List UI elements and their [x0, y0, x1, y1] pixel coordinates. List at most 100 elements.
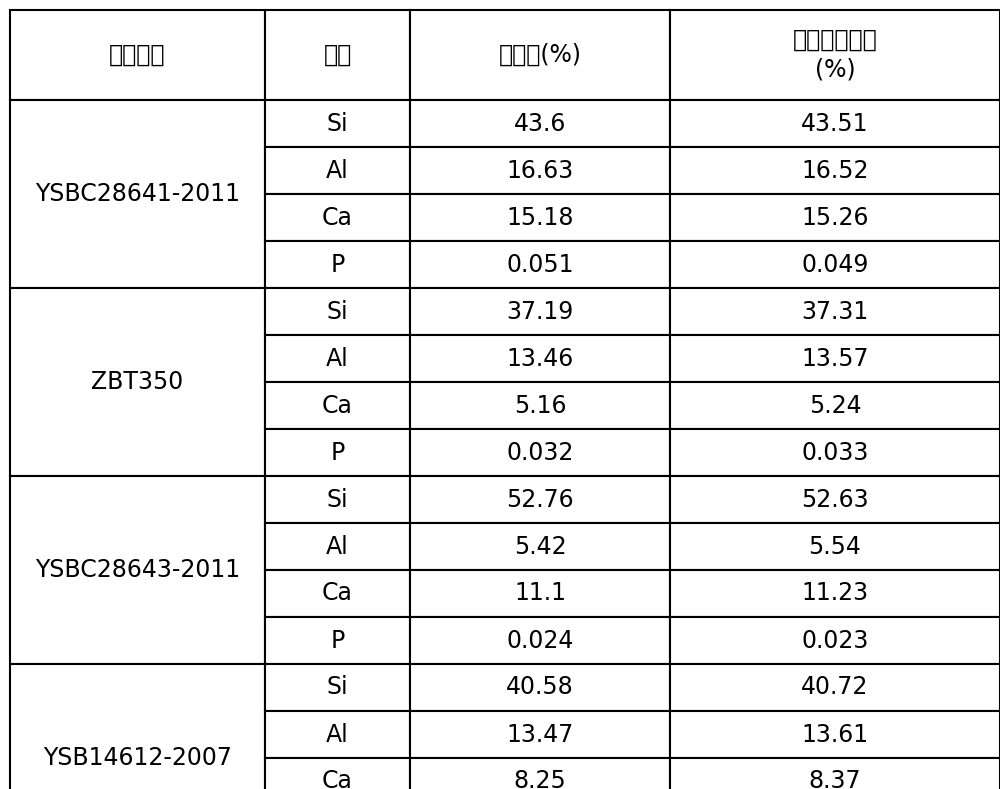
- Bar: [410, 570, 670, 617]
- Bar: [265, 664, 410, 711]
- Text: 37.31: 37.31: [801, 300, 869, 323]
- Bar: [265, 147, 410, 194]
- Bar: [670, 570, 1000, 617]
- Bar: [265, 288, 410, 335]
- Bar: [410, 194, 670, 241]
- Text: 8.25: 8.25: [514, 769, 566, 789]
- Text: 52.63: 52.63: [801, 488, 869, 511]
- Bar: [670, 429, 1000, 476]
- Text: 8.37: 8.37: [809, 769, 861, 789]
- Text: 40.72: 40.72: [801, 675, 869, 700]
- Bar: [10, 664, 265, 789]
- Bar: [265, 241, 410, 288]
- Text: 0.049: 0.049: [801, 252, 869, 276]
- Text: 0.024: 0.024: [506, 629, 574, 653]
- Text: 0.051: 0.051: [506, 252, 574, 276]
- Bar: [10, 100, 265, 288]
- Text: 16.52: 16.52: [801, 159, 869, 182]
- Bar: [410, 382, 670, 429]
- Text: 0.032: 0.032: [506, 440, 574, 465]
- Text: 40.58: 40.58: [506, 675, 574, 700]
- Text: Si: Si: [327, 300, 348, 323]
- Text: 16.63: 16.63: [506, 159, 574, 182]
- Text: 13.47: 13.47: [506, 723, 574, 746]
- Bar: [410, 664, 670, 711]
- Bar: [265, 570, 410, 617]
- Bar: [670, 288, 1000, 335]
- Text: 13.57: 13.57: [801, 346, 869, 371]
- Bar: [670, 241, 1000, 288]
- Bar: [410, 288, 670, 335]
- Text: YSB14612-2007: YSB14612-2007: [43, 746, 232, 770]
- Bar: [410, 10, 670, 100]
- Text: Si: Si: [327, 488, 348, 511]
- Bar: [670, 10, 1000, 100]
- Bar: [265, 711, 410, 758]
- Text: Ca: Ca: [322, 769, 353, 789]
- Text: 标准样品: 标准样品: [109, 43, 166, 67]
- Text: Al: Al: [326, 346, 349, 371]
- Bar: [410, 335, 670, 382]
- Text: 0.023: 0.023: [801, 629, 869, 653]
- Text: 5.24: 5.24: [809, 394, 861, 417]
- Text: 荧光法测定值
(%): 荧光法测定值 (%): [793, 28, 877, 82]
- Text: Al: Al: [326, 534, 349, 559]
- Text: Si: Si: [327, 111, 348, 136]
- Text: 元素: 元素: [323, 43, 352, 67]
- Text: 11.23: 11.23: [801, 581, 869, 605]
- Text: Ca: Ca: [322, 581, 353, 605]
- Bar: [265, 617, 410, 664]
- Text: 15.26: 15.26: [801, 205, 869, 230]
- Text: P: P: [330, 440, 345, 465]
- Bar: [265, 335, 410, 382]
- Bar: [410, 147, 670, 194]
- Bar: [265, 523, 410, 570]
- Text: 标准值(%): 标准值(%): [498, 43, 582, 67]
- Bar: [670, 617, 1000, 664]
- Bar: [410, 758, 670, 789]
- Text: Si: Si: [327, 675, 348, 700]
- Text: P: P: [330, 252, 345, 276]
- Bar: [670, 523, 1000, 570]
- Bar: [265, 382, 410, 429]
- Text: P: P: [330, 629, 345, 653]
- Bar: [265, 194, 410, 241]
- Bar: [410, 241, 670, 288]
- Bar: [670, 664, 1000, 711]
- Bar: [265, 10, 410, 100]
- Bar: [670, 382, 1000, 429]
- Text: ZBT350: ZBT350: [91, 370, 184, 394]
- Bar: [670, 711, 1000, 758]
- Text: 37.19: 37.19: [506, 300, 574, 323]
- Bar: [410, 711, 670, 758]
- Text: 0.033: 0.033: [801, 440, 869, 465]
- Bar: [670, 194, 1000, 241]
- Bar: [410, 100, 670, 147]
- Text: 5.42: 5.42: [514, 534, 566, 559]
- Bar: [410, 523, 670, 570]
- Text: 5.54: 5.54: [809, 534, 861, 559]
- Bar: [410, 429, 670, 476]
- Bar: [265, 758, 410, 789]
- Text: Ca: Ca: [322, 394, 353, 417]
- Bar: [670, 758, 1000, 789]
- Text: 52.76: 52.76: [506, 488, 574, 511]
- Bar: [265, 476, 410, 523]
- Text: YSBC28643-2011: YSBC28643-2011: [35, 558, 240, 582]
- Bar: [670, 147, 1000, 194]
- Text: 43.6: 43.6: [514, 111, 566, 136]
- Text: 5.16: 5.16: [514, 394, 566, 417]
- Bar: [10, 288, 265, 476]
- Bar: [670, 335, 1000, 382]
- Bar: [10, 10, 265, 100]
- Bar: [670, 100, 1000, 147]
- Text: Al: Al: [326, 723, 349, 746]
- Text: 13.61: 13.61: [801, 723, 869, 746]
- Bar: [265, 429, 410, 476]
- Text: YSBC28641-2011: YSBC28641-2011: [35, 182, 240, 206]
- Text: Ca: Ca: [322, 205, 353, 230]
- Bar: [670, 476, 1000, 523]
- Bar: [265, 100, 410, 147]
- Text: 13.46: 13.46: [506, 346, 574, 371]
- Text: 15.18: 15.18: [506, 205, 574, 230]
